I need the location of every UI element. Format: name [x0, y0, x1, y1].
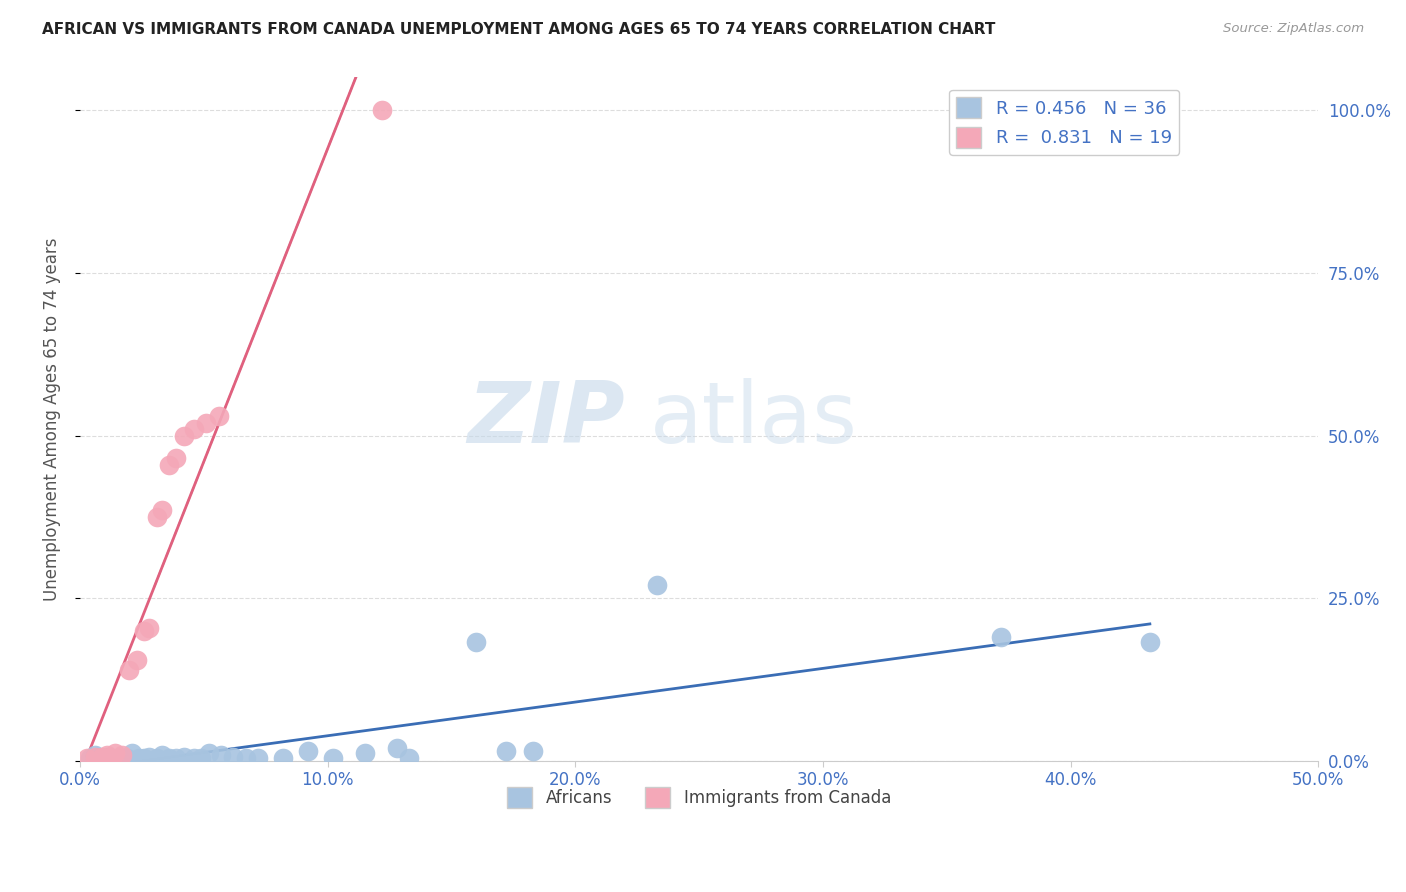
- Point: [297, 744, 319, 758]
- Point: [91, 749, 114, 764]
- Point: [111, 747, 134, 762]
- Point: [190, 751, 212, 765]
- Point: [522, 744, 544, 758]
- Point: [138, 621, 160, 635]
- Text: ZIP: ZIP: [467, 377, 624, 461]
- Point: [134, 751, 156, 765]
- Point: [222, 749, 245, 764]
- Point: [115, 751, 138, 765]
- Point: [195, 416, 218, 430]
- Point: [91, 751, 114, 765]
- Point: [645, 578, 668, 592]
- Point: [157, 458, 180, 472]
- Point: [83, 749, 105, 764]
- Point: [96, 747, 118, 762]
- Point: [166, 751, 188, 765]
- Point: [134, 624, 156, 638]
- Point: [271, 751, 294, 765]
- Point: [183, 751, 205, 765]
- Point: [76, 751, 98, 765]
- Point: [86, 750, 108, 764]
- Point: [150, 503, 173, 517]
- Point: [990, 631, 1012, 645]
- Text: atlas: atlas: [650, 377, 858, 461]
- Point: [145, 510, 167, 524]
- Point: [79, 751, 101, 765]
- Text: AFRICAN VS IMMIGRANTS FROM CANADA UNEMPLOYMENT AMONG AGES 65 TO 74 YEARS CORRELA: AFRICAN VS IMMIGRANTS FROM CANADA UNEMPL…: [42, 22, 995, 37]
- Point: [247, 751, 270, 765]
- Point: [183, 422, 205, 436]
- Point: [166, 451, 188, 466]
- Point: [145, 751, 167, 765]
- Point: [371, 103, 394, 117]
- Point: [1139, 635, 1161, 649]
- Point: [96, 749, 118, 764]
- Point: [128, 751, 150, 765]
- Point: [150, 747, 173, 762]
- Point: [118, 663, 141, 677]
- Point: [157, 751, 180, 765]
- Point: [385, 741, 408, 756]
- Point: [209, 747, 232, 762]
- Point: [465, 635, 488, 649]
- Legend: Africans, Immigrants from Canada: Africans, Immigrants from Canada: [501, 780, 898, 814]
- Text: Source: ZipAtlas.com: Source: ZipAtlas.com: [1223, 22, 1364, 36]
- Point: [353, 746, 375, 760]
- Y-axis label: Unemployment Among Ages 65 to 74 years: Unemployment Among Ages 65 to 74 years: [44, 237, 60, 601]
- Point: [125, 653, 148, 667]
- Point: [235, 751, 257, 765]
- Point: [398, 751, 420, 765]
- Point: [138, 749, 160, 764]
- Point: [173, 749, 195, 764]
- Point: [207, 409, 229, 423]
- Point: [197, 746, 219, 760]
- Point: [101, 751, 124, 765]
- Point: [173, 428, 195, 442]
- Point: [321, 751, 343, 765]
- Point: [83, 747, 105, 762]
- Point: [495, 744, 517, 758]
- Point: [121, 746, 143, 760]
- Point: [103, 746, 125, 760]
- Point: [108, 751, 131, 765]
